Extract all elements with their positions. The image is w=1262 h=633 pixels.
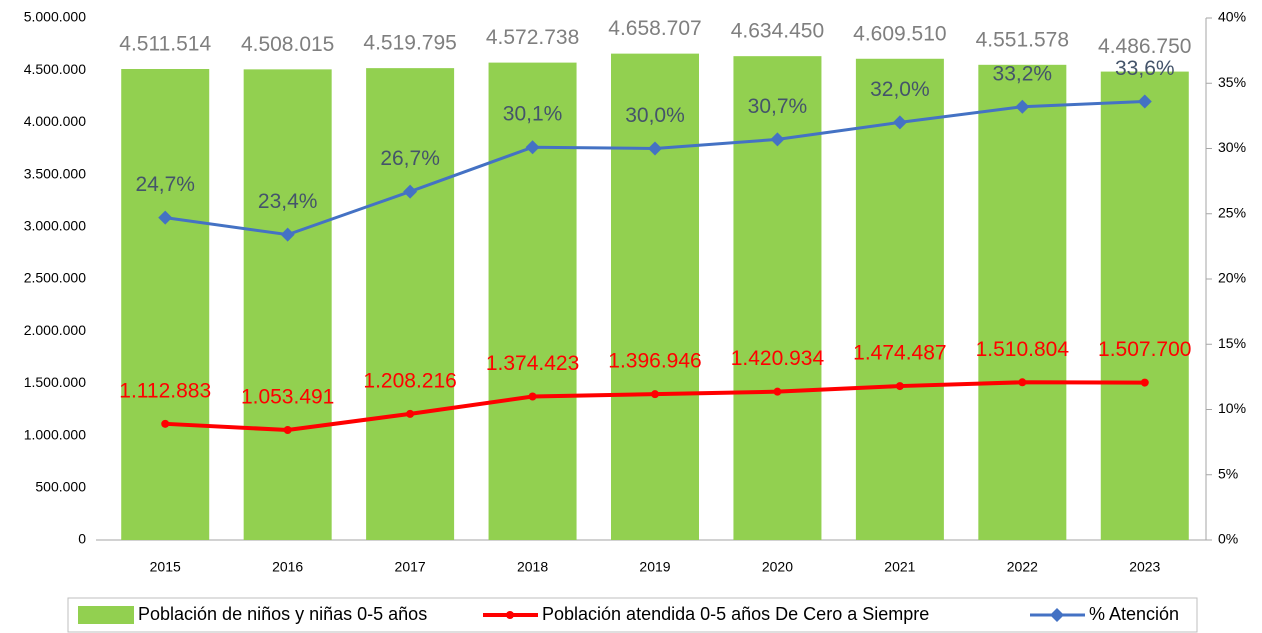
data-label: 32,0%: [870, 78, 930, 101]
y2-tick-label: 15%: [1218, 335, 1246, 351]
legend-label: Población atendida 0-5 años De Cero a Si…: [542, 604, 929, 624]
y2-tick-label: 0%: [1218, 531, 1238, 547]
x-tick-label: 2022: [1007, 559, 1038, 575]
data-label: 30,0%: [625, 104, 685, 127]
data-label: 1.396.946: [608, 350, 701, 373]
data-label: 33,2%: [993, 62, 1053, 85]
data-label: 4.486.750: [1098, 35, 1191, 58]
marker: [1015, 99, 1030, 114]
legend-marker: [506, 611, 514, 619]
y-tick-label: 4.000.000: [24, 113, 86, 129]
marker: [1137, 94, 1152, 109]
data-label: 1.112.883: [119, 379, 211, 402]
legend-swatch: [78, 606, 134, 624]
y-tick-label: 4.500.000: [24, 61, 86, 77]
data-label: 33,6%: [1115, 57, 1175, 80]
data-label: 24,7%: [135, 173, 195, 196]
bar: [611, 53, 699, 541]
bar: [366, 68, 455, 541]
y2-tick-label: 25%: [1218, 204, 1246, 220]
y-tick-label: 500.000: [35, 479, 86, 495]
marker: [403, 184, 418, 199]
marker: [651, 390, 659, 399]
legend-marker: [1050, 608, 1064, 622]
data-label: 26,7%: [380, 147, 440, 170]
marker: [1140, 378, 1149, 387]
data-label: 23,4%: [258, 190, 318, 213]
data-label: 30,7%: [748, 95, 808, 118]
data-label: 1.507.700: [1098, 338, 1191, 361]
marker: [1018, 378, 1027, 387]
y2-tick-label: 30%: [1218, 139, 1246, 155]
marker: [525, 140, 540, 155]
legend-box: [67, 597, 1198, 633]
data-label: 1.053.491: [241, 386, 334, 409]
y-tick-label: 3.000.000: [24, 218, 86, 234]
y-tick-label: 2.500.000: [24, 270, 86, 286]
marker: [892, 115, 907, 130]
x-tick-label: 2017: [395, 559, 426, 575]
data-label: 4.658.707: [608, 17, 701, 40]
y2-tick-label: 20%: [1218, 270, 1246, 286]
y2-tick-label: 5%: [1218, 465, 1238, 481]
data-label: 4.634.450: [731, 20, 824, 43]
marker: [773, 387, 782, 396]
data-label: 1.374.423: [486, 352, 579, 375]
y-tick-label: 1.500.000: [24, 374, 86, 390]
marker: [528, 392, 537, 401]
bar: [978, 64, 1067, 541]
data-label: 1.208.216: [363, 369, 456, 392]
y2-tick-label: 40%: [1218, 9, 1246, 25]
data-label: 1.510.804: [976, 338, 1070, 361]
y-tick-label: 2.000.000: [24, 322, 86, 338]
bar: [855, 58, 944, 541]
y2-tick-label: 10%: [1218, 400, 1246, 416]
legend-label: % Atención: [1089, 604, 1179, 624]
x-tick-label: 2016: [272, 559, 303, 575]
marker: [161, 419, 170, 428]
y-tick-label: 0: [78, 531, 86, 547]
legend-label: Población de niños y niñas 0-5 años: [138, 604, 427, 624]
x-tick-label: 2015: [150, 559, 181, 575]
data-label: 4.519.795: [363, 32, 456, 55]
marker: [280, 227, 295, 242]
marker: [158, 210, 173, 225]
y2-tick-label: 35%: [1218, 74, 1246, 90]
y-tick-label: 1.000.000: [24, 426, 86, 442]
data-label: 4.609.510: [853, 22, 946, 45]
x-tick-label: 2018: [517, 559, 548, 575]
marker: [648, 141, 662, 156]
x-tick-label: 2021: [884, 559, 915, 575]
data-label: 4.511.514: [119, 33, 211, 56]
marker: [895, 382, 904, 391]
data-label: 1.474.487: [853, 342, 946, 365]
data-label: 1.420.934: [731, 347, 825, 370]
marker: [283, 426, 292, 435]
bar: [1100, 71, 1189, 540]
data-label: 4.572.738: [486, 26, 579, 49]
data-label: 4.508.015: [241, 33, 334, 56]
x-tick-label: 2023: [1129, 559, 1160, 575]
y-tick-label: 5.000.000: [24, 9, 86, 25]
data-label: 30,1%: [503, 103, 563, 126]
marker: [406, 409, 415, 418]
marker: [770, 132, 785, 147]
data-label: 4.551.578: [976, 28, 1069, 51]
y-tick-label: 3.500.000: [24, 165, 86, 181]
bar: [488, 62, 577, 541]
bar: [733, 56, 822, 540]
x-tick-label: 2019: [639, 559, 670, 575]
bar: [243, 69, 332, 541]
bar: [121, 68, 210, 541]
x-tick-label: 2020: [762, 559, 793, 575]
